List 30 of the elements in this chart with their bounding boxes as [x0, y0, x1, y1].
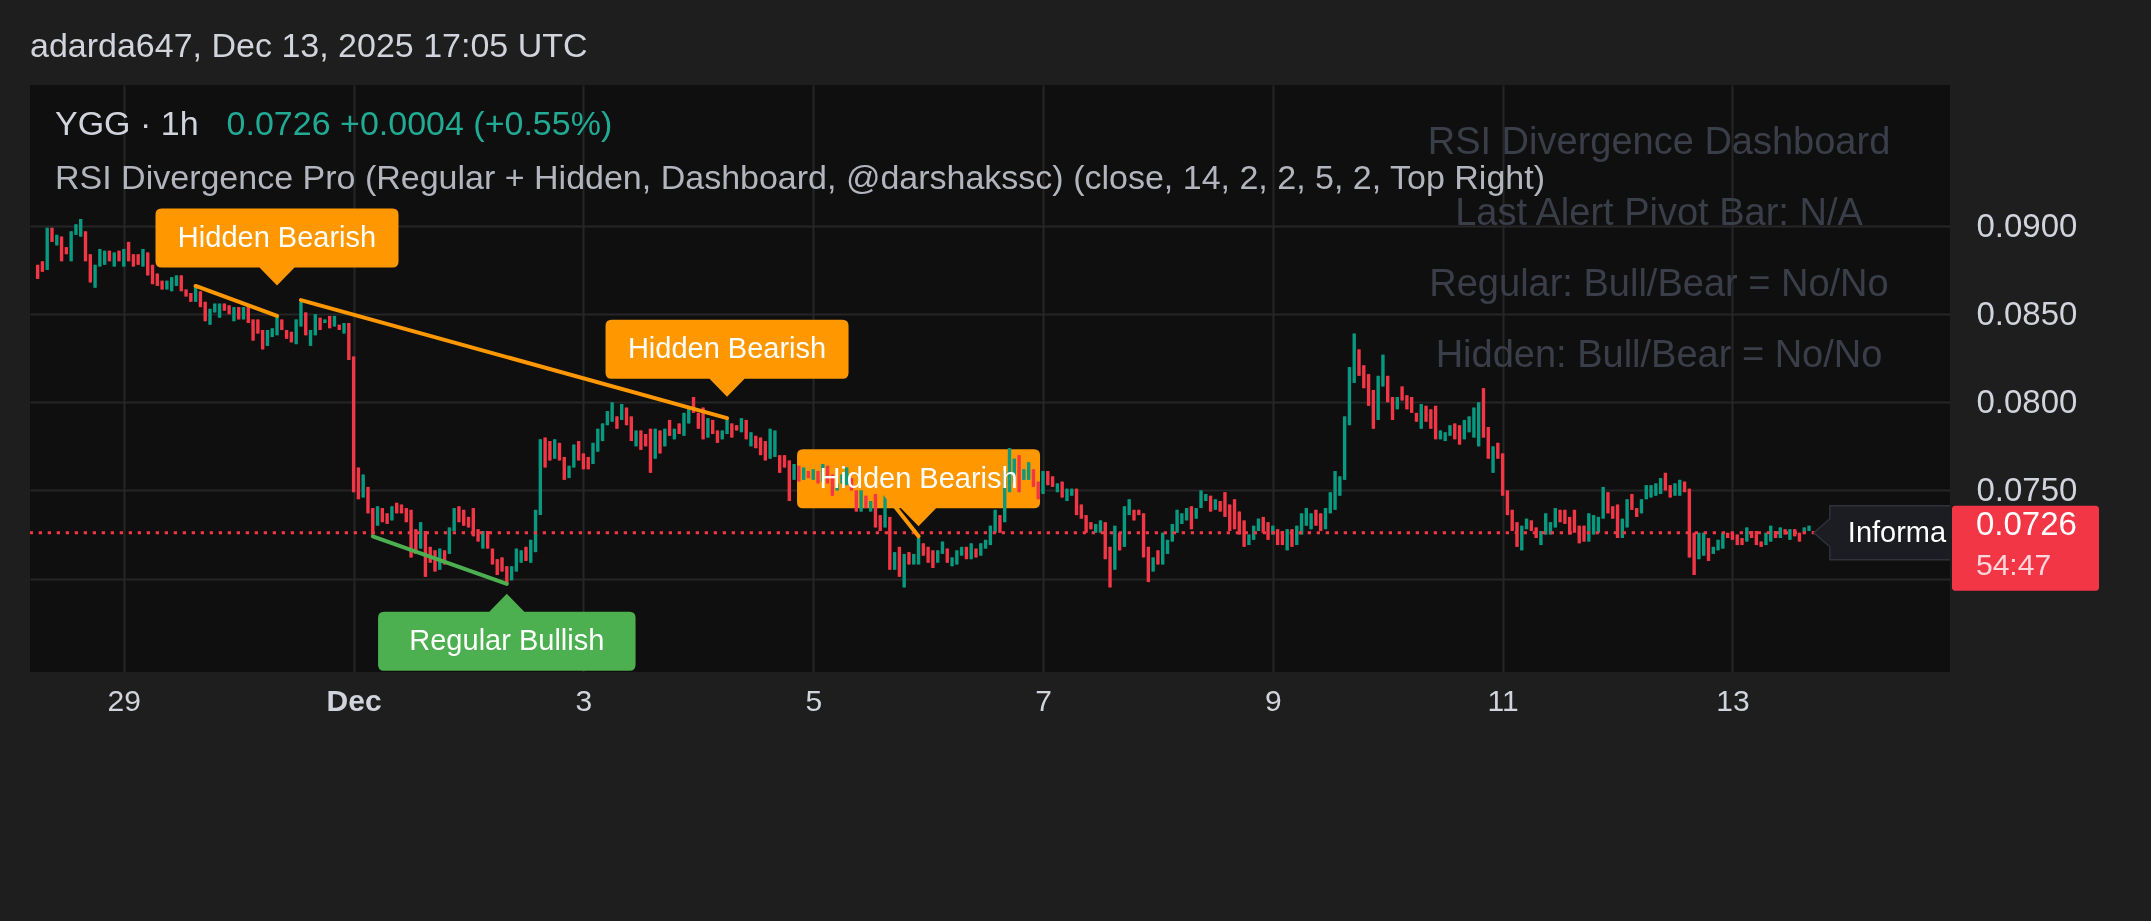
annotation: Regular Bullish [409, 624, 605, 657]
candlestick [706, 417, 710, 439]
candlestick [859, 489, 863, 513]
annotation: Hidden: Bull/Bear = No/No [1435, 333, 1883, 375]
x-tick-label: 3 [575, 683, 593, 717]
text: adarda647, Dec 13, 2025 17:05 UTC [30, 26, 588, 64]
text: 0.0726 +0.0004 (+0.55%) [226, 104, 613, 142]
candlestick [1457, 424, 1462, 446]
x-tick-label: 29 [107, 683, 141, 717]
candlestick [1041, 471, 1045, 494]
y-tick-label: 0.0900 [1976, 206, 2078, 244]
annotation: Regular: Bull/Bear = No/No [1429, 262, 1889, 304]
x-tick-label: 11 [1487, 683, 1519, 717]
x-tick-label: 5 [805, 683, 823, 717]
candlestick [854, 489, 859, 513]
annotation: Hidden Bearish [177, 221, 377, 254]
x-tick-label: Dec [326, 683, 382, 717]
text: YGG · 1h [55, 104, 199, 142]
candlestick [375, 505, 380, 527]
annotation: Hidden Bearish [627, 332, 827, 365]
candlestick [552, 438, 557, 460]
annotation: RSI Divergence Dashboard [1427, 120, 1891, 162]
candlestick [610, 401, 614, 423]
x-tick-label: 9 [1264, 683, 1282, 717]
x-tick-label: 13 [1716, 683, 1750, 717]
y-tick-label: 0.0850 [1976, 294, 2078, 332]
annotation: Informa [1847, 515, 1948, 548]
y-tick-label: 0.0800 [1976, 382, 2078, 420]
x-tick-label: 7 [1035, 683, 1052, 717]
text: 54:47 [1976, 547, 2052, 581]
